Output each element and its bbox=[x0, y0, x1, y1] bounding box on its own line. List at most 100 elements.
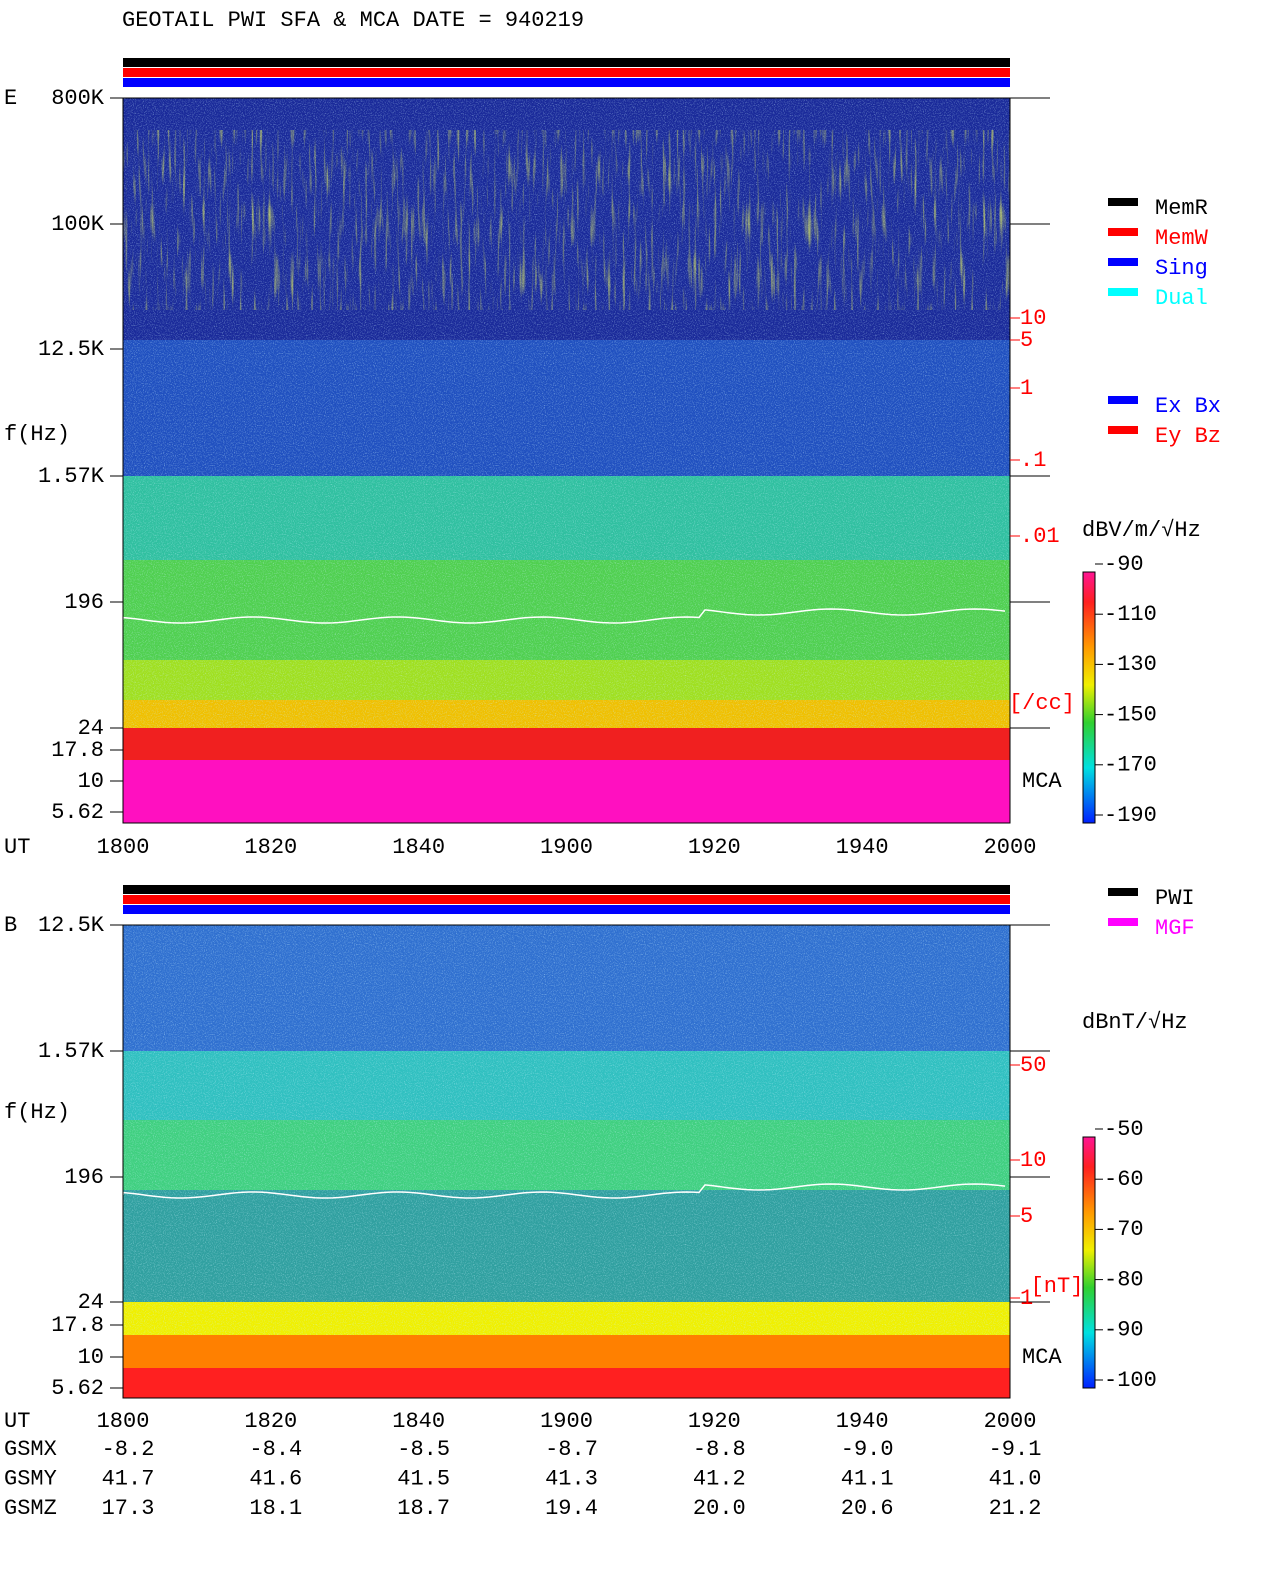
orbit-value: 41.3 bbox=[545, 1466, 598, 1491]
colorbar-tick-label: -100 bbox=[1104, 1368, 1157, 1393]
orbit-value: -8.5 bbox=[397, 1437, 450, 1462]
orbit-value: 20.0 bbox=[693, 1496, 746, 1521]
legend-swatch bbox=[1108, 198, 1138, 206]
mca-label: MCA bbox=[1022, 1345, 1062, 1370]
y-tick-label: 12.5K bbox=[38, 913, 105, 938]
spectrogram-band bbox=[123, 1368, 1010, 1398]
y-tick-label: 5.62 bbox=[51, 1376, 104, 1401]
density-unit: [/cc] bbox=[1009, 691, 1075, 716]
orbit-value: -9.1 bbox=[989, 1437, 1042, 1462]
legend-label: Dual bbox=[1155, 286, 1208, 311]
panel-label: E bbox=[4, 86, 17, 111]
colorbar-tick-label: -50 bbox=[1104, 1117, 1144, 1142]
density-tick-label: 1 bbox=[1020, 376, 1033, 401]
orbit-value: 41.6 bbox=[249, 1466, 302, 1491]
density-tick-label: 10 bbox=[1020, 306, 1046, 331]
x-tick-label: 1800 bbox=[97, 1409, 150, 1434]
x-tick-label: 1900 bbox=[540, 835, 593, 860]
density-tick-label: 10 bbox=[1020, 1148, 1046, 1173]
legend-label: Sing bbox=[1155, 256, 1208, 281]
orbit-value: 41.5 bbox=[397, 1466, 450, 1491]
legend-label: Ex Bx bbox=[1155, 394, 1221, 419]
x-tick-label: 1920 bbox=[688, 835, 741, 860]
x-axis-label: UT bbox=[4, 835, 30, 860]
orbit-value: 18.7 bbox=[397, 1496, 450, 1521]
x-tick-label: 1900 bbox=[540, 1409, 593, 1434]
colorbar-tick-label: -170 bbox=[1104, 753, 1157, 778]
status-bar bbox=[123, 885, 1010, 894]
colorbar-tick-label: -90 bbox=[1104, 1318, 1144, 1343]
status-bar bbox=[123, 68, 1010, 77]
plasma-line bbox=[122, 1183, 1006, 1199]
y-axis-label: f(Hz) bbox=[4, 1100, 70, 1125]
spectrogram-texture bbox=[123, 925, 1010, 1335]
orbit-value: 41.7 bbox=[102, 1466, 155, 1491]
density-unit: [nT] bbox=[1031, 1274, 1084, 1299]
x-axis-label: UT bbox=[4, 1409, 30, 1434]
orbit-value: 17.3 bbox=[102, 1496, 155, 1521]
legend-swatch bbox=[1108, 258, 1138, 266]
x-tick-label: 1940 bbox=[836, 835, 889, 860]
status-bar bbox=[123, 78, 1010, 87]
y-tick-label: 12.5K bbox=[38, 337, 105, 362]
colorbar bbox=[1082, 571, 1096, 824]
colorbar-tick-label: -110 bbox=[1104, 602, 1157, 627]
spectrogram-band bbox=[123, 760, 1010, 823]
orbit-label: GSMZ bbox=[4, 1496, 57, 1521]
status-bar bbox=[123, 895, 1010, 904]
mca-label: MCA bbox=[1022, 769, 1062, 794]
y-tick-label: 196 bbox=[64, 590, 104, 615]
y-tick-label: 5.62 bbox=[51, 800, 104, 825]
legend-label: MGF bbox=[1155, 916, 1195, 941]
legend-label: MemW bbox=[1155, 226, 1209, 251]
orbit-value: 41.1 bbox=[841, 1466, 894, 1491]
spectrogram-frame bbox=[122, 924, 1011, 1399]
legend-label: PWI bbox=[1155, 886, 1195, 911]
y-axis-label: f(Hz) bbox=[4, 422, 70, 447]
colorbar-unit: dBnT/√Hz bbox=[1082, 1010, 1188, 1035]
status-bar bbox=[123, 905, 1010, 914]
colorbar-tick-label: -130 bbox=[1104, 652, 1157, 677]
y-tick-label: 100K bbox=[51, 212, 105, 237]
legend-swatch bbox=[1108, 918, 1138, 926]
y-tick-label: 10 bbox=[78, 1345, 104, 1370]
colorbar-tick-label: -90 bbox=[1104, 552, 1144, 577]
y-tick-label: 24 bbox=[78, 1290, 104, 1315]
orbit-value: 21.2 bbox=[989, 1496, 1042, 1521]
legend-label: MemR bbox=[1155, 196, 1208, 221]
colorbar-tick-label: -80 bbox=[1104, 1267, 1144, 1292]
colorbar-tick-label: -150 bbox=[1104, 702, 1157, 727]
orbit-value: -8.4 bbox=[249, 1437, 302, 1462]
orbit-label: GSMX bbox=[4, 1437, 57, 1462]
x-tick-label: 1940 bbox=[836, 1409, 889, 1434]
density-tick-label: .01 bbox=[1020, 524, 1060, 549]
legend-swatch bbox=[1108, 396, 1138, 404]
orbit-value: -9.0 bbox=[841, 1437, 894, 1462]
legend-swatch bbox=[1108, 288, 1138, 296]
orbit-value: -8.2 bbox=[102, 1437, 155, 1462]
x-tick-label: 1820 bbox=[244, 1409, 297, 1434]
density-tick-label: 50 bbox=[1020, 1053, 1046, 1078]
y-tick-label: 1.57K bbox=[38, 464, 105, 489]
y-tick-label: 1.57K bbox=[38, 1039, 105, 1064]
orbit-value: 41.2 bbox=[693, 1466, 746, 1491]
colorbar-tick-label: -70 bbox=[1104, 1217, 1144, 1242]
density-tick-label: .1 bbox=[1020, 448, 1046, 473]
density-tick-label: 1 bbox=[1020, 1286, 1033, 1311]
colorbar-tick-label: -190 bbox=[1104, 803, 1157, 828]
orbit-value: -8.7 bbox=[545, 1437, 598, 1462]
y-tick-label: 17.8 bbox=[51, 1313, 104, 1338]
orbit-value: 20.6 bbox=[841, 1496, 894, 1521]
legend-swatch bbox=[1108, 228, 1138, 236]
orbit-value: 19.4 bbox=[545, 1496, 598, 1521]
x-tick-label: 1840 bbox=[392, 1409, 445, 1434]
x-tick-label: 2000 bbox=[984, 1409, 1037, 1434]
legend-swatch bbox=[1108, 426, 1138, 434]
legend-swatch bbox=[1108, 888, 1138, 896]
plasma-line bbox=[122, 608, 1006, 624]
spectrogram-band bbox=[123, 1335, 1010, 1368]
legend-label: Ey Bz bbox=[1155, 424, 1221, 449]
panel-label: B bbox=[4, 913, 17, 938]
y-tick-label: 24 bbox=[78, 716, 104, 741]
